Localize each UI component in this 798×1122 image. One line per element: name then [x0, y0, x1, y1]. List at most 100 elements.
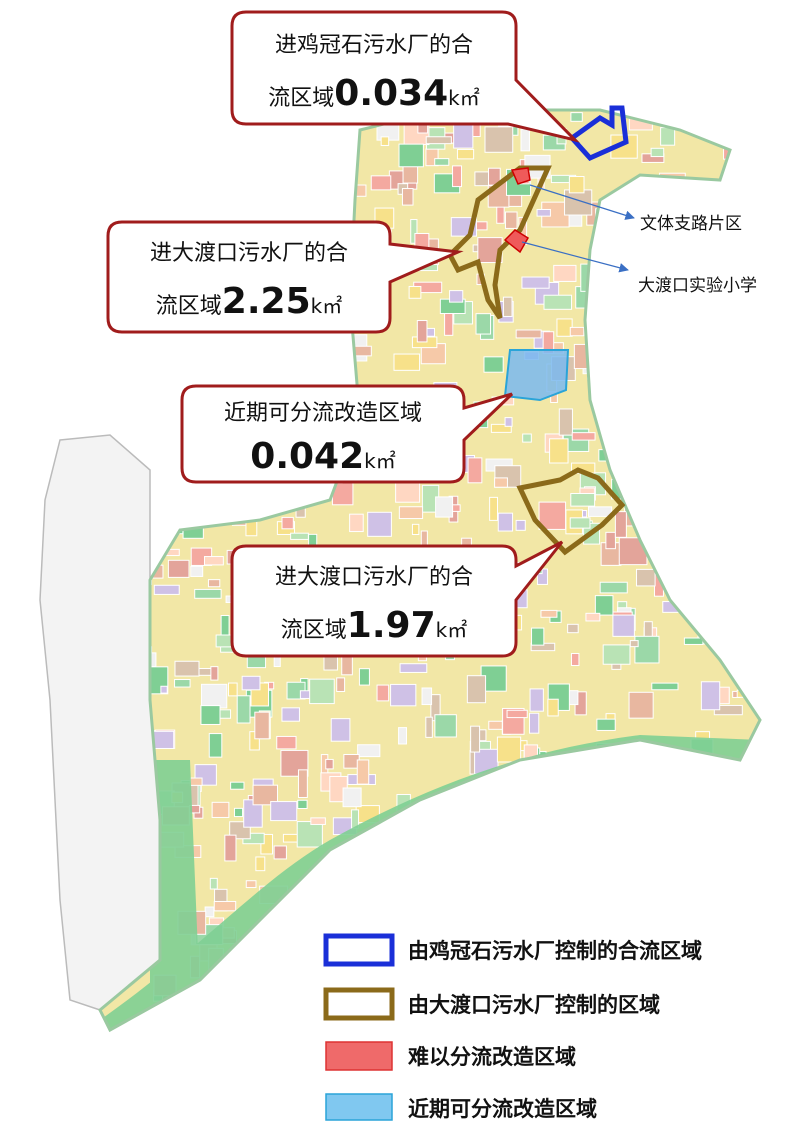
- land-patch: [580, 263, 609, 292]
- callout: 进大渡口污水厂的合 流区域1.97k㎡: [230, 540, 564, 658]
- land-patch: [398, 727, 407, 745]
- callout: 进鸡冠石污水厂的合 流区域0.034k㎡: [230, 10, 580, 143]
- land-patch: [559, 761, 588, 771]
- callout-value-line: 流区域1.97k㎡: [281, 605, 467, 646]
- land-patch: [764, 879, 779, 899]
- land-patch: [260, 833, 274, 855]
- land-patch: [767, 401, 786, 427]
- near-term-retrofit-area: [503, 349, 570, 402]
- land-patch: [625, 1032, 634, 1048]
- land-patch: [402, 913, 412, 932]
- land-patch: [100, 396, 105, 422]
- land-patch: [100, 395, 106, 422]
- land-patch: [684, 806, 695, 821]
- land-patch: [630, 440, 648, 461]
- land-patch: [552, 872, 578, 882]
- land-patch: [640, 745, 655, 757]
- land-patch: [324, 970, 334, 979]
- land-patch: [100, 160, 110, 169]
- land-patch: [312, 142, 322, 171]
- land-patch: [749, 516, 760, 544]
- land-patch: [746, 850, 760, 863]
- land-patch: [336, 677, 346, 692]
- land-patch: [693, 423, 707, 436]
- land-patch: [211, 801, 230, 818]
- land-patch: [753, 911, 760, 934]
- land-patch: [767, 764, 785, 779]
- hard-retrofit-area: [510, 167, 531, 185]
- dadukou-area-north: [446, 165, 552, 320]
- land-patch: [730, 183, 746, 193]
- land-patch: [241, 675, 261, 691]
- land-patch: [636, 348, 650, 362]
- land-patch: [425, 136, 452, 145]
- land-patch: [638, 447, 657, 455]
- land-patch: [357, 744, 381, 758]
- land-patch: [393, 353, 421, 371]
- land-patch: [307, 361, 325, 369]
- land-patch: [531, 627, 545, 646]
- land-patch: [729, 241, 743, 253]
- land-patch: [230, 781, 245, 790]
- land-patch: [635, 786, 660, 807]
- land-patch: [762, 986, 790, 1004]
- land-patch: [411, 904, 432, 920]
- land-patch: [571, 834, 580, 842]
- land-patch: [762, 801, 788, 822]
- land-patch: [758, 348, 760, 373]
- land-patch: [174, 113, 199, 122]
- land-patch: [340, 884, 366, 896]
- land-patch: [718, 522, 745, 540]
- land-patch: [720, 975, 744, 990]
- land-patch: [689, 778, 698, 794]
- land-patch: [703, 387, 729, 397]
- land-patch: [435, 1028, 444, 1030]
- land-patch: [475, 313, 492, 335]
- land-patch: [650, 147, 665, 158]
- land-patch: [672, 371, 682, 399]
- land-patch: [567, 623, 579, 634]
- land-patch: [654, 376, 678, 399]
- land-patch: [218, 709, 232, 719]
- land-patch: [240, 346, 264, 356]
- land-patch: [358, 879, 370, 895]
- land-patch: [571, 432, 596, 441]
- land-patch: [121, 424, 138, 443]
- land-patch: [280, 202, 308, 222]
- land-patch: [147, 110, 162, 123]
- land-patch: [602, 1025, 621, 1030]
- land-patch: [670, 459, 679, 470]
- land-patch: [213, 142, 236, 170]
- land-patch: [494, 477, 508, 488]
- land-patch: [747, 236, 760, 253]
- land-patch: [630, 790, 639, 813]
- land-patch: [281, 516, 294, 530]
- land-patch: [479, 898, 500, 918]
- land-patch: [759, 493, 760, 505]
- land-patch: [705, 110, 723, 128]
- land-patch: [160, 114, 172, 139]
- land-patch: [320, 197, 343, 209]
- pointer-arrow: [521, 241, 629, 273]
- land-patch: [158, 374, 184, 392]
- land-patch: [398, 506, 424, 520]
- land-patch: [683, 637, 704, 645]
- land-patch: [755, 267, 760, 291]
- land-patch: [657, 801, 680, 822]
- land-patch: [284, 195, 305, 211]
- land-patch: [569, 326, 585, 337]
- callout-text: 近期可分流改造区域: [224, 401, 422, 426]
- land-patch: [724, 816, 741, 836]
- land-patch: [542, 881, 558, 893]
- land-patch: [540, 800, 564, 811]
- land-patch: [628, 298, 655, 312]
- land-patch: [732, 853, 749, 863]
- land-patch: [390, 683, 417, 707]
- land-patch: [274, 1002, 292, 1014]
- land-patch: [467, 457, 483, 484]
- land-patch: [296, 1017, 312, 1029]
- land-patch: [639, 800, 650, 812]
- legend-swatch: [323, 933, 395, 967]
- land-patch: [349, 513, 364, 533]
- land-patch: [740, 165, 759, 187]
